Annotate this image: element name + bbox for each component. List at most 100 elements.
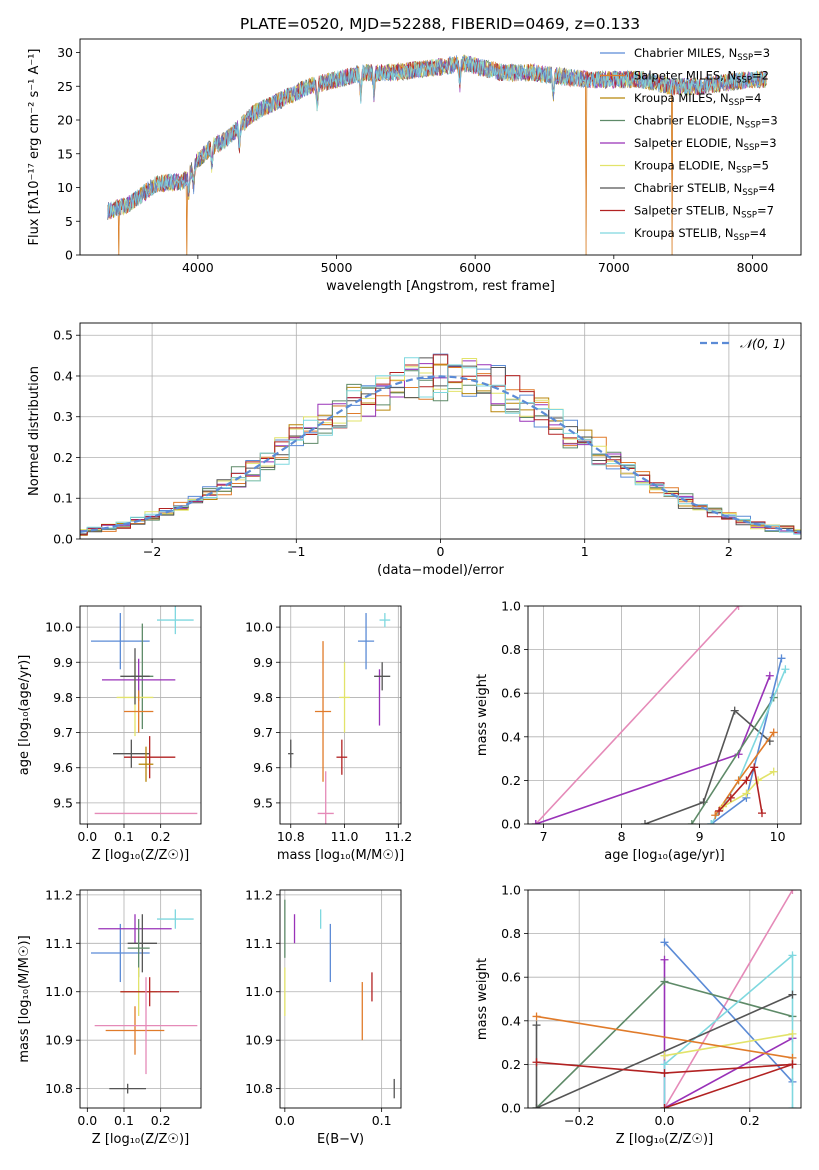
x-axis-label: E(B−V) bbox=[317, 1132, 364, 1147]
normal-reference-curve bbox=[80, 375, 801, 533]
mass-weight-marker bbox=[788, 1104, 797, 1108]
axes-frame bbox=[527, 889, 802, 1109]
y-tick-label: 0.4 bbox=[53, 368, 73, 383]
plot-area bbox=[107, 54, 767, 255]
x-tick-label: 0.2 bbox=[740, 1113, 760, 1128]
legend-count: =4 bbox=[744, 91, 761, 105]
histogram-step bbox=[80, 353, 801, 532]
x-axis-label: wavelength [Angstrom, rest frame] bbox=[326, 279, 555, 294]
legend-subscript: SSP bbox=[734, 233, 750, 243]
legend-count: =3 bbox=[753, 46, 770, 60]
y-tick-label: 11.1 bbox=[245, 936, 273, 951]
chart-residuals: −2 −1 0 1 2 0.0 0.1 0.2 0.3 0.4 0.5 (data−model)/er… bbox=[27, 322, 802, 578]
legend-count: =2 bbox=[752, 69, 769, 83]
mass-weight-line bbox=[535, 993, 793, 1108]
mass-weight-marker bbox=[765, 671, 774, 680]
x-tick-label: 0.2 bbox=[151, 1113, 171, 1128]
y-tick-label: 9.7 bbox=[253, 725, 273, 740]
x-tick-label: −2 bbox=[143, 544, 161, 559]
x-tick-label: 0.1 bbox=[372, 1113, 392, 1128]
mass-weight-marker bbox=[734, 776, 743, 785]
axes-frame bbox=[79, 889, 202, 1109]
legend-label: Salpeter STELIB, NSSP=7 bbox=[634, 204, 774, 221]
y-tick-label: 1.0 bbox=[501, 883, 521, 898]
y-tick-label: 20 bbox=[57, 113, 73, 128]
mass-weight-marker bbox=[788, 990, 797, 999]
mass-weight-line bbox=[664, 1063, 793, 1108]
x-axis-label: Z [log₁₀(Z/Z☉)] bbox=[92, 1132, 189, 1147]
mass-weight-marker bbox=[531, 820, 540, 824]
legend-label: Chabrier ELODIE, NSSP=3 bbox=[634, 114, 778, 131]
axes-frame bbox=[79, 605, 202, 825]
x-tick-label: 11.2 bbox=[384, 829, 412, 844]
mass-weight-marker bbox=[758, 809, 766, 818]
y-tick-label: 15 bbox=[57, 146, 73, 161]
x-tick-label: −0.2 bbox=[564, 1113, 594, 1128]
y-tick-label: 9.9 bbox=[53, 655, 73, 670]
legend-subscript: SSP bbox=[729, 98, 745, 108]
mass-weight-marker bbox=[660, 1069, 669, 1078]
legend-subscript: SSP bbox=[737, 53, 753, 63]
mass-weight-marker bbox=[660, 1104, 669, 1108]
legend-label: Salpeter ELODIE, NSSP=3 bbox=[634, 136, 777, 153]
mass-weight-marker bbox=[734, 606, 743, 610]
axes-frame bbox=[279, 889, 402, 1109]
y-tick-label: 25 bbox=[57, 79, 73, 94]
legend: Chabrier MILES, NSSP=3 Salpeter MILES, NS… bbox=[600, 46, 778, 243]
mass-weight-marker bbox=[769, 728, 778, 737]
x-axis-label: Z [log₁₀(Z/Z☉)] bbox=[616, 1132, 713, 1147]
y-tick-label: 10.0 bbox=[45, 620, 73, 635]
y-tick-label: 0.2 bbox=[53, 450, 73, 465]
y-tick-label: 0.3 bbox=[53, 409, 73, 424]
plot-area bbox=[532, 890, 797, 1108]
y-tick-label: 11.1 bbox=[45, 936, 73, 951]
y-axis-label: age [log₁₀(age/yr)] bbox=[17, 655, 32, 776]
legend-label: Salpeter MILES, NSSP=2 bbox=[634, 69, 769, 86]
legend-subscript: SSP bbox=[736, 166, 752, 176]
x-tick-label: 0.0 bbox=[275, 1113, 295, 1128]
y-tick-label: 0.8 bbox=[501, 926, 521, 941]
y-axis-label: mass [log₁₀(M/M☉)] bbox=[17, 935, 32, 1062]
mass-weight-line bbox=[536, 1015, 793, 1059]
x-tick-label: 7 bbox=[540, 829, 548, 844]
mass-weight-marker bbox=[788, 1029, 797, 1038]
mass-weight-marker bbox=[788, 951, 797, 960]
mass-weight-marker bbox=[711, 811, 720, 820]
x-tick-label: 0 bbox=[437, 544, 445, 559]
mass-weight-marker bbox=[660, 955, 669, 964]
x-tick-label: 8000 bbox=[737, 260, 769, 275]
legend-label: 𝒩(0, 1) bbox=[740, 336, 786, 351]
y-axis-label: Normed distribution bbox=[27, 366, 42, 496]
legend-subscript: SSP bbox=[741, 211, 757, 221]
y-axis-label: Flux [fλ10⁻¹⁷ erg cm⁻² s⁻¹ A⁻¹] bbox=[27, 49, 42, 246]
legend-label: Kroupa ELODIE, NSSP=5 bbox=[634, 159, 769, 176]
mass-weight-marker bbox=[730, 706, 739, 715]
y-tick-label: 11.0 bbox=[45, 984, 73, 999]
axes-frame bbox=[79, 38, 802, 256]
mass-weight-marker bbox=[532, 1104, 541, 1108]
x-tick-label: 10 bbox=[770, 829, 786, 844]
chart-mass-weight-vs-Z: −0.2 0.0 0.2 0.0 0.2 0.4 0.6 0.8 1.0 Z [log₁₀(Z/Z… bbox=[475, 883, 802, 1147]
y-tick-label: 10.8 bbox=[45, 1081, 73, 1096]
y-tick-label: 9.5 bbox=[253, 795, 273, 810]
mass-weight-marker bbox=[532, 1021, 541, 1030]
mass-weight-marker bbox=[532, 1012, 541, 1021]
y-tick-label: 30 bbox=[57, 45, 73, 60]
y-tick-label: 5 bbox=[65, 214, 73, 229]
mass-weight-marker bbox=[641, 820, 649, 824]
plot-area bbox=[531, 606, 790, 824]
spectrum-line bbox=[107, 55, 767, 218]
legend-label: Chabrier MILES, NSSP=3 bbox=[634, 46, 770, 63]
figure-title: PLATE=0520, MJD=52288, FIBERID=0469, z=0… bbox=[240, 15, 640, 33]
mass-weight-marker bbox=[660, 1060, 669, 1069]
x-tick-label: 6000 bbox=[459, 260, 491, 275]
mass-weight-line bbox=[664, 1033, 793, 1057]
mass-weight-marker bbox=[660, 1051, 669, 1060]
axes-frame bbox=[79, 322, 802, 540]
y-tick-label: 9.5 bbox=[53, 795, 73, 810]
x-tick-label: 10.8 bbox=[277, 829, 305, 844]
legend-subscript: SSP bbox=[745, 121, 761, 131]
mass-weight-line bbox=[663, 941, 794, 1083]
chart-age-vs-Z: 0.0 0.1 0.2 9.5 9.6 9.7 9.8 9.9 10.0 Z [log₁₀(Z/Z… bbox=[17, 605, 202, 863]
y-tick-label: 9.8 bbox=[253, 690, 273, 705]
